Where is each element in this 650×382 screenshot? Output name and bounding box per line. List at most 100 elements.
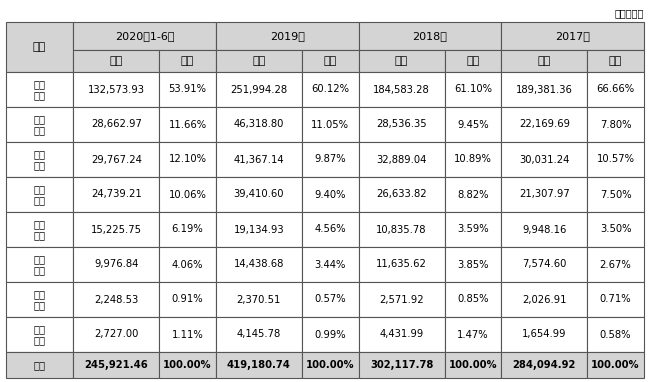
Bar (159, 142, 216, 177)
Text: 11.66%: 11.66% (168, 120, 207, 129)
Bar (359, 142, 445, 177)
Text: 4,431.99: 4,431.99 (380, 330, 424, 340)
Bar (216, 247, 302, 282)
Text: 14,438.68: 14,438.68 (234, 259, 284, 269)
Bar (302, 247, 359, 282)
Text: 7.50%: 7.50% (600, 189, 631, 199)
Text: 1.11%: 1.11% (172, 330, 203, 340)
Bar (359, 282, 445, 317)
Text: 占比: 占比 (466, 56, 480, 66)
Text: 9.40%: 9.40% (315, 189, 346, 199)
Text: 46,318.80: 46,318.80 (234, 120, 284, 129)
Text: 19,134.93: 19,134.93 (233, 225, 284, 235)
Bar (6, 317, 73, 352)
Text: 4,145.78: 4,145.78 (237, 330, 281, 340)
Bar (501, 317, 587, 352)
Bar (159, 317, 216, 352)
Text: 10.06%: 10.06% (168, 189, 207, 199)
Text: 4.06%: 4.06% (172, 259, 203, 269)
Text: 15,225.75: 15,225.75 (91, 225, 142, 235)
Bar (445, 50, 501, 72)
Bar (73, 177, 159, 212)
Bar (159, 352, 216, 378)
Bar (73, 247, 159, 282)
Text: 100.00%: 100.00% (592, 360, 640, 370)
Bar (159, 282, 216, 317)
Text: 10,835.78: 10,835.78 (376, 225, 427, 235)
Text: 100.00%: 100.00% (163, 360, 212, 370)
Bar (587, 282, 644, 317)
Bar (501, 50, 587, 72)
Text: 2019年: 2019年 (270, 31, 305, 41)
Text: 2,026.91: 2,026.91 (522, 295, 567, 304)
Bar (359, 212, 445, 247)
Bar (73, 317, 159, 352)
Text: 金额: 金额 (538, 56, 551, 66)
Bar (445, 247, 501, 282)
Bar (216, 352, 302, 378)
Text: 9.45%: 9.45% (457, 120, 489, 129)
Bar (359, 177, 445, 212)
Text: 广东
区域: 广东 区域 (34, 79, 46, 100)
Bar (216, 317, 302, 352)
Bar (6, 142, 73, 177)
Text: 60.12%: 60.12% (311, 84, 349, 94)
Text: 0.71%: 0.71% (600, 295, 631, 304)
Text: 10.89%: 10.89% (454, 154, 492, 165)
Bar (73, 72, 159, 107)
Bar (216, 72, 302, 107)
Bar (159, 50, 216, 72)
Text: 61.10%: 61.10% (454, 84, 492, 94)
Text: 189,381.36: 189,381.36 (516, 84, 573, 94)
Text: 10.57%: 10.57% (597, 154, 634, 165)
Bar (6, 352, 73, 378)
Text: 132,573.93: 132,573.93 (88, 84, 145, 94)
Text: 41,367.14: 41,367.14 (233, 154, 284, 165)
Bar (587, 107, 644, 142)
Text: 66.66%: 66.66% (597, 84, 634, 94)
Text: 12.10%: 12.10% (168, 154, 207, 165)
Bar (6, 212, 73, 247)
Bar (302, 72, 359, 107)
Text: 184,583.28: 184,583.28 (373, 84, 430, 94)
Bar (73, 352, 159, 378)
Text: 0.57%: 0.57% (315, 295, 346, 304)
Text: 28,662.97: 28,662.97 (91, 120, 142, 129)
Bar (359, 50, 445, 72)
Text: 广西
区域: 广西 区域 (34, 149, 46, 170)
Bar (359, 352, 445, 378)
Text: 0.85%: 0.85% (457, 295, 489, 304)
Bar (501, 247, 587, 282)
Text: 32,889.04: 32,889.04 (376, 154, 427, 165)
Bar (159, 72, 216, 107)
Bar (445, 352, 501, 378)
Text: 8.82%: 8.82% (457, 189, 489, 199)
Text: 30,031.24: 30,031.24 (519, 154, 569, 165)
Text: 西南
区域: 西南 区域 (34, 219, 46, 240)
Text: 2,571.92: 2,571.92 (379, 295, 424, 304)
Bar (359, 107, 445, 142)
Text: 2020年1-6月: 2020年1-6月 (115, 31, 174, 41)
Bar (216, 177, 302, 212)
Bar (159, 247, 216, 282)
Text: 1,654.99: 1,654.99 (522, 330, 567, 340)
Bar (73, 212, 159, 247)
Bar (587, 317, 644, 352)
Bar (73, 50, 159, 72)
Text: 284,094.92: 284,094.92 (513, 360, 576, 370)
Bar (587, 352, 644, 378)
Bar (6, 72, 73, 107)
Bar (6, 177, 73, 212)
Text: 22,169.69: 22,169.69 (519, 120, 570, 129)
Bar (73, 142, 159, 177)
Text: 华中
区域: 华中 区域 (34, 114, 46, 135)
Text: 金额: 金额 (252, 56, 265, 66)
Text: 11,635.62: 11,635.62 (376, 259, 427, 269)
Bar (302, 177, 359, 212)
Bar (73, 282, 159, 317)
Text: 合计: 合计 (34, 360, 46, 370)
Bar (216, 50, 302, 72)
Bar (587, 142, 644, 177)
Text: 2,248.53: 2,248.53 (94, 295, 138, 304)
Bar (159, 107, 216, 142)
